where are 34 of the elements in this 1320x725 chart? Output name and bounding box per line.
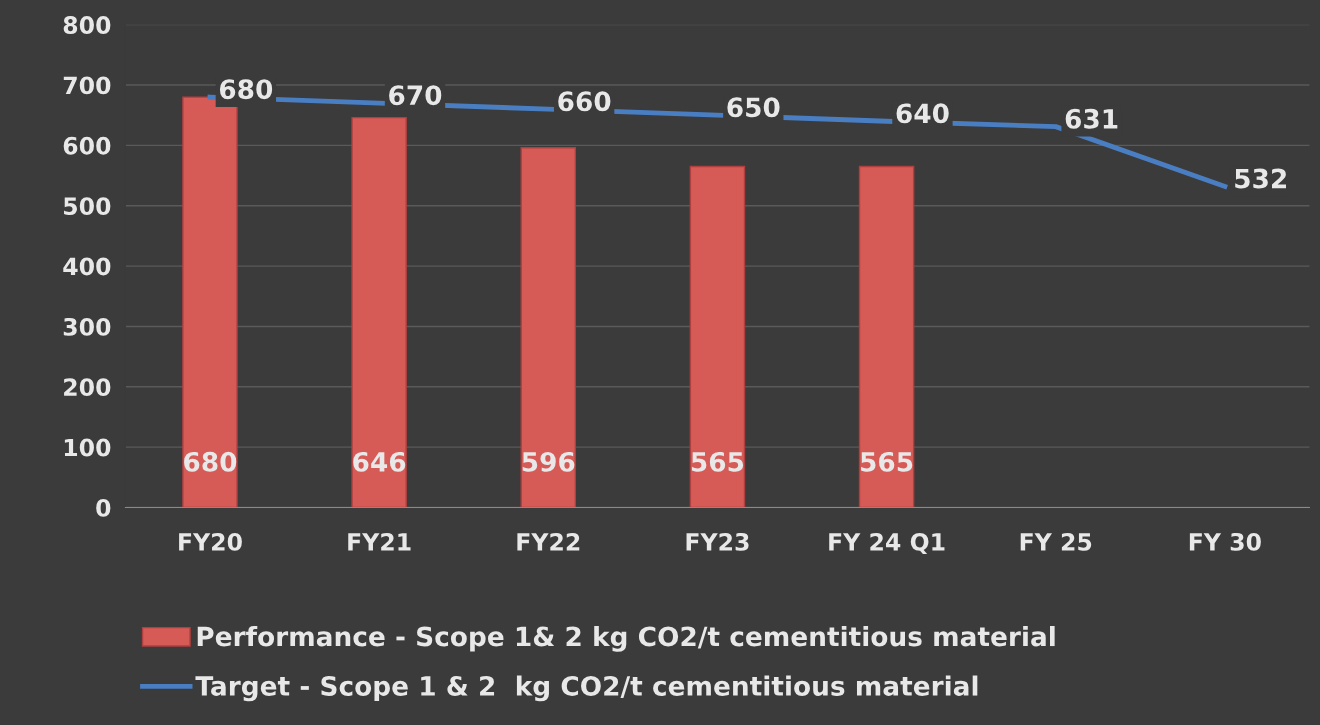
data-label: 532 bbox=[1235, 168, 1286, 189]
x-tick-label: FY 24 Q1 bbox=[829, 532, 945, 554]
y-tick-label: 700 bbox=[63, 76, 111, 95]
data-label: 631 bbox=[1065, 108, 1118, 129]
bar bbox=[520, 147, 577, 508]
x-tick-label: FY21 bbox=[348, 532, 411, 551]
x-tick-label: FY22 bbox=[517, 532, 580, 551]
bar bbox=[689, 165, 746, 508]
legend-label: Target - Scope 1 & 2 kg CO2/t cementitious material bbox=[195, 675, 978, 702]
data-label: 565 bbox=[691, 451, 744, 472]
x-tick-label: FY23 bbox=[686, 532, 749, 551]
data-label: 650 bbox=[727, 97, 780, 118]
bar bbox=[858, 165, 915, 508]
legend-label: Performance - Scope 1& 2 kg CO2/t cementitious material bbox=[197, 626, 1055, 652]
y-tick-label: 600 bbox=[63, 136, 111, 155]
data-label: 660 bbox=[558, 91, 611, 112]
x-tick-label: FY 30 bbox=[1189, 532, 1261, 551]
y-tick-label: 500 bbox=[64, 197, 111, 216]
x-tick-label: FY 25 bbox=[1020, 532, 1092, 551]
data-label: 596 bbox=[522, 451, 575, 472]
y-tick-label: 300 bbox=[63, 317, 111, 336]
data-label: 670 bbox=[389, 85, 442, 106]
data-label: 646 bbox=[353, 451, 406, 472]
bar bbox=[351, 116, 407, 508]
data-label: 640 bbox=[896, 103, 949, 124]
y-tick-label: 400 bbox=[63, 257, 111, 276]
y-tick-label: 0 bbox=[96, 498, 111, 517]
y-tick-label: 100 bbox=[64, 438, 111, 457]
x-tick-label: FY20 bbox=[179, 532, 242, 551]
data-label: 680 bbox=[219, 79, 273, 100]
y-tick-label: 200 bbox=[64, 378, 111, 397]
y-tick-label: 800 bbox=[63, 16, 111, 34]
data-label: 565 bbox=[861, 451, 913, 472]
data-label: 680 bbox=[184, 451, 237, 472]
